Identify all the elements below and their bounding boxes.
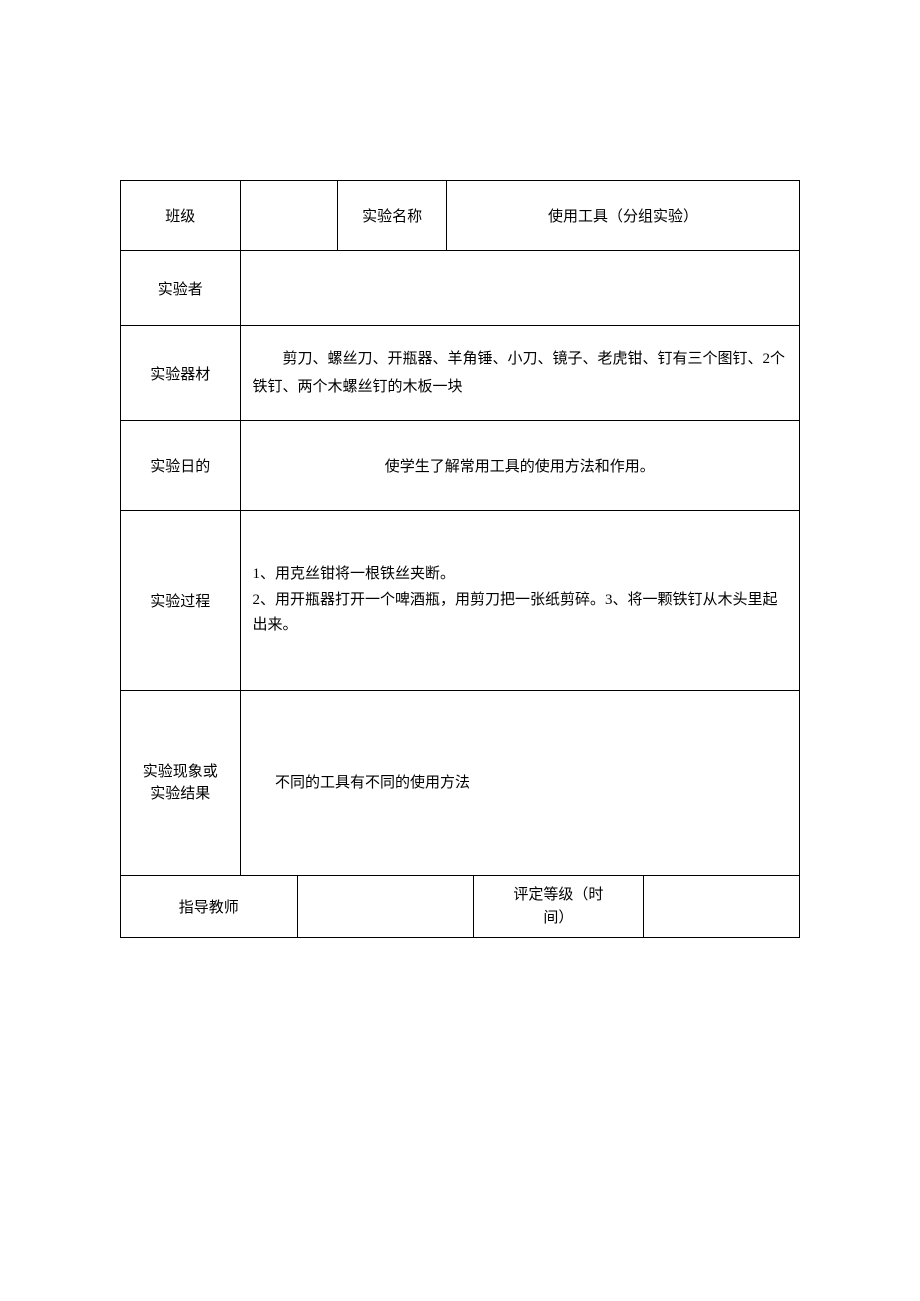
class-label-cell: 班级 bbox=[121, 181, 241, 251]
process-label-cell: 实验过程 bbox=[121, 511, 241, 691]
process-line-2: 2、用开瓶器打开一个啤酒瓶，用剪刀把一张纸剪碎。3、将一颗铁钉从木头里起出来。 bbox=[253, 588, 788, 639]
result-label-line1: 实验现象或 bbox=[125, 761, 236, 784]
class-value-cell bbox=[240, 181, 338, 251]
experiment-name-label-cell: 实验名称 bbox=[338, 181, 447, 251]
footer-row: 指导教师 评定等级（时 间） bbox=[121, 876, 800, 938]
equipment-label: 实验器材 bbox=[150, 367, 210, 383]
experiment-form-table: 班级 实验名称 使用工具（分组实验） 实验者 实验器材 剪刀、螺丝刀、开瓶器、羊… bbox=[120, 180, 800, 938]
purpose-value-cell: 使学生了解常用工具的使用方法和作用。 bbox=[240, 421, 800, 511]
experimenter-row: 实验者 bbox=[121, 251, 800, 326]
grade-label-cell: 评定等级（时 间） bbox=[474, 876, 644, 938]
process-value-cell: 1、用克丝钳将一根铁丝夹断。 2、用开瓶器打开一个啤酒瓶，用剪刀把一张纸剪碎。3… bbox=[240, 511, 800, 691]
process-line-1: 1、用克丝钳将一根铁丝夹断。 bbox=[253, 562, 788, 588]
experiment-name-value: 使用工具（分组实验） bbox=[548, 209, 698, 225]
result-value: 不同的工具有不同的使用方法 bbox=[253, 769, 788, 798]
purpose-row: 实验日的 使学生了解常用工具的使用方法和作用。 bbox=[121, 421, 800, 511]
experimenter-label: 实验者 bbox=[158, 282, 203, 298]
result-label-line2: 实验结果 bbox=[125, 783, 236, 806]
purpose-label: 实验日的 bbox=[150, 459, 210, 475]
experimenter-label-cell: 实验者 bbox=[121, 251, 241, 326]
grade-label-line1: 评定等级（时 bbox=[478, 884, 639, 907]
process-label: 实验过程 bbox=[150, 594, 210, 610]
grade-label-line2: 间） bbox=[478, 907, 639, 930]
result-label-cell: 实验现象或 实验结果 bbox=[121, 691, 241, 876]
experimenter-value-cell bbox=[240, 251, 800, 326]
process-row: 实验过程 1、用克丝钳将一根铁丝夹断。 2、用开瓶器打开一个啤酒瓶，用剪刀把一张… bbox=[121, 511, 800, 691]
experiment-name-label: 实验名称 bbox=[362, 209, 422, 225]
equipment-value: 剪刀、螺丝刀、开瓶器、羊角锤、小刀、镜子、老虎钳、钉有三个图钉、2个铁钉、两个木… bbox=[253, 345, 788, 402]
header-row: 班级 实验名称 使用工具（分组实验） bbox=[121, 181, 800, 251]
equipment-row: 实验器材 剪刀、螺丝刀、开瓶器、羊角锤、小刀、镜子、老虎钳、钉有三个图钉、2个铁… bbox=[121, 326, 800, 421]
teacher-value-cell bbox=[297, 876, 474, 938]
teacher-label-cell: 指导教师 bbox=[121, 876, 298, 938]
class-label: 班级 bbox=[165, 209, 195, 225]
teacher-label: 指导教师 bbox=[179, 900, 239, 916]
experiment-name-value-cell: 使用工具（分组实验） bbox=[446, 181, 799, 251]
grade-value-cell bbox=[643, 876, 799, 938]
purpose-value: 使学生了解常用工具的使用方法和作用。 bbox=[385, 459, 655, 475]
result-value-cell: 不同的工具有不同的使用方法 bbox=[240, 691, 800, 876]
equipment-label-cell: 实验器材 bbox=[121, 326, 241, 421]
equipment-value-cell: 剪刀、螺丝刀、开瓶器、羊角锤、小刀、镜子、老虎钳、钉有三个图钉、2个铁钉、两个木… bbox=[240, 326, 800, 421]
result-row: 实验现象或 实验结果 不同的工具有不同的使用方法 bbox=[121, 691, 800, 876]
purpose-label-cell: 实验日的 bbox=[121, 421, 241, 511]
